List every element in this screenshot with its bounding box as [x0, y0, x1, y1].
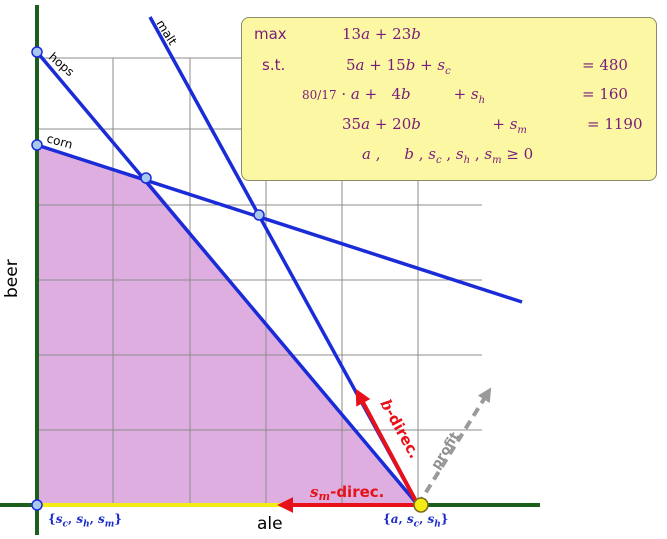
b-direction-arrow: [355, 388, 420, 506]
constraint-row-3-rhs: = 1190: [587, 115, 643, 133]
vertex-corn-intercept: [31, 139, 43, 151]
st-keyword: s.t.: [262, 56, 286, 74]
vertex-hops-intercept: [31, 46, 43, 58]
max-keyword: max: [254, 25, 287, 43]
constraint-row-2-rhs: = 160: [582, 85, 628, 103]
lp-formulation-box: max 13a + 23b s.t. 5a + 15b + sc = 480 8…: [241, 17, 657, 181]
constraint-row-2-lhs: 80/17 · a + 4b + sh: [302, 85, 486, 106]
y-axis-label: beer: [2, 259, 22, 298]
corn-constraint-line: [36, 143, 523, 304]
vertex-corn-malt: [253, 209, 265, 221]
b-direction-label: b-direc.: [377, 396, 424, 461]
vertex-current: [413, 497, 429, 513]
sm-direction-label: sm-direc.: [310, 483, 384, 503]
origin-basis-label: {sc, sh, sm}: [48, 512, 123, 530]
constraint-row-1-lhs: 5a + 15b + sc: [346, 56, 451, 77]
x-axis-label: ale: [257, 514, 283, 534]
current-basis-label: {a, sc, sh}: [383, 512, 449, 530]
constraint-row-1-rhs: = 480: [582, 56, 628, 74]
feasible-region: [37, 145, 418, 505]
corn-label: corn: [45, 131, 74, 151]
constraint-row-3-lhs: 35a + 20b + sm: [342, 115, 527, 136]
nonnegativity-row: a , b , sc , sh , sm ≥ 0: [362, 145, 534, 166]
vertex-corn-hops: [140, 172, 152, 184]
objective: 13a + 23b: [342, 25, 421, 43]
hops-label: hops: [46, 50, 77, 79]
profit-arrow: [416, 387, 492, 507]
vertex-origin: [31, 499, 43, 511]
profit-label: profit: [429, 430, 463, 472]
hops-constraint-line: [35, 50, 420, 507]
